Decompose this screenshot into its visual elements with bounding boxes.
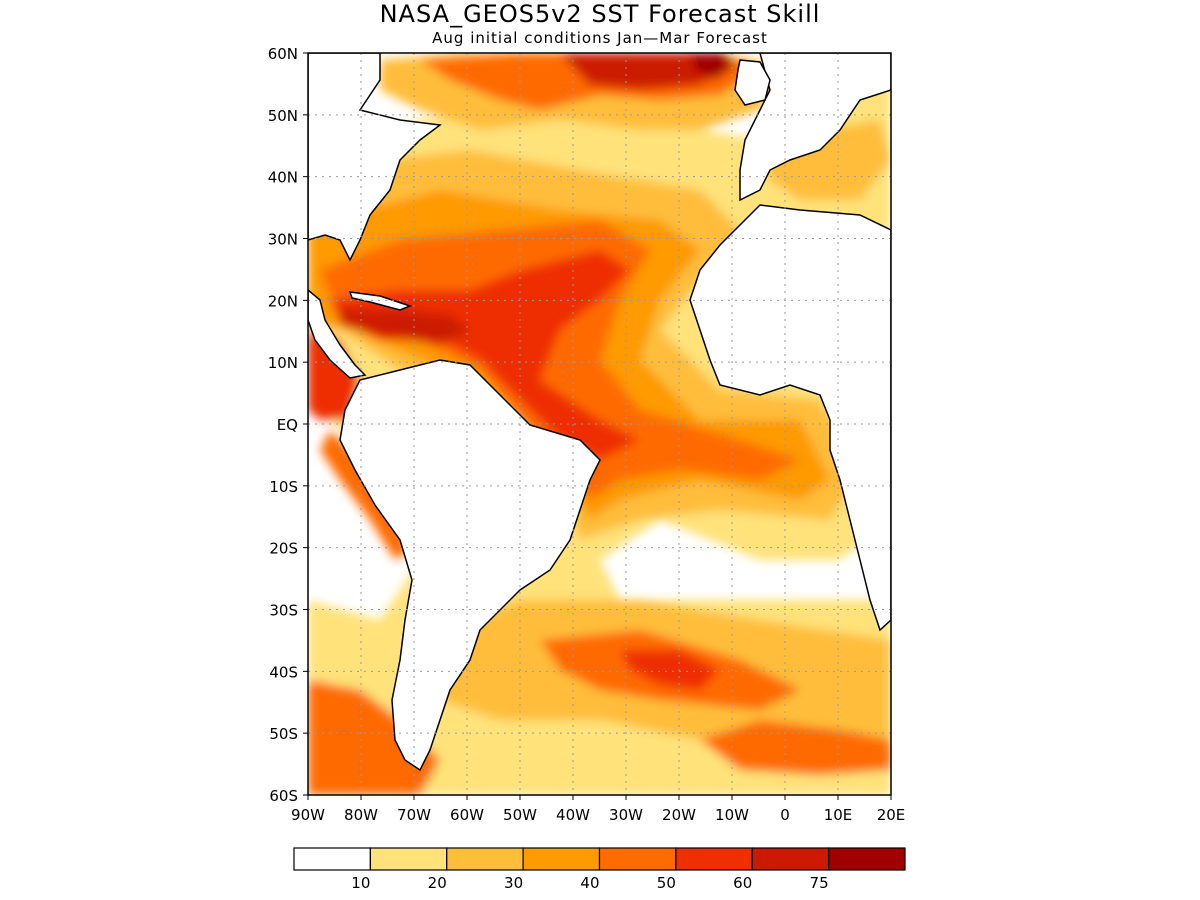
colorbar-label: 60 — [733, 874, 752, 892]
skill-region-pacific — [308, 330, 360, 420]
skill-region-north-60 — [560, 53, 730, 90]
lon-tick-label: 10W — [715, 806, 749, 824]
colorbar-label: 30 — [504, 874, 523, 892]
colorbar-label: 50 — [657, 874, 676, 892]
colorbar-swatch — [828, 847, 906, 871]
graticule — [308, 53, 891, 795]
africa-land — [689, 204, 891, 632]
latitude-labels: 60N 50N 40N 30N 20N 10N EQ 10S 20S 30S 40S 50S 60S — [268, 45, 308, 805]
lon-tick-label: 20E — [877, 806, 906, 824]
lon-tick-label: 30W — [609, 806, 643, 824]
skill-region-sw-40 — [308, 680, 440, 795]
colorbar: 10 20 30 40 50 60 75 — [293, 847, 906, 892]
skill-region-north-75 — [690, 53, 735, 80]
skill-region-50 — [330, 250, 640, 460]
cuba-land — [348, 291, 413, 311]
lat-tick-label: 30S — [269, 602, 298, 620]
lat-tick-label: 20N — [268, 292, 298, 310]
lat-tick-label: 50N — [268, 107, 298, 125]
lon-tick-label: 0 — [780, 806, 790, 824]
lat-tick-label: 40N — [268, 169, 298, 187]
north-america-land — [308, 53, 442, 262]
lat-tick-label: 60S — [269, 787, 298, 805]
colorbar-swatch — [522, 847, 601, 871]
central-america-land — [308, 289, 367, 379]
lon-tick-label: 50W — [503, 806, 537, 824]
coastlines — [308, 53, 891, 772]
south-america-land — [339, 359, 601, 772]
colorbar-swatch — [675, 847, 753, 871]
lon-tick-label: 10E — [824, 806, 853, 824]
lat-tick-label: 50S — [269, 725, 298, 743]
lon-tick-label: 20W — [662, 806, 696, 824]
lat-tick-label: 40S — [269, 663, 298, 681]
map-subtitle: Aug initial conditions Jan—Mar Forecast — [432, 29, 768, 47]
longitude-labels: 90W 80W 70W 60W 50W 40W 30W 20W 10W 0 10E 20E — [291, 795, 905, 824]
colorbar-swatch — [293, 847, 371, 871]
lat-tick-label: 10S — [269, 478, 298, 496]
map-title: NASA_GEOS5v2 SST Forecast Skill — [379, 0, 821, 28]
lat-tick-label: 60N — [268, 45, 298, 63]
britain-land — [734, 59, 771, 106]
colorbar-swatch — [751, 847, 830, 871]
lon-tick-label: 80W — [344, 806, 378, 824]
lon-tick-label: 70W — [397, 806, 431, 824]
colorbar-label: 40 — [580, 874, 599, 892]
lat-tick-label: 20S — [269, 540, 298, 558]
colorbar-label: 10 — [351, 874, 370, 892]
lon-tick-label: 60W — [450, 806, 484, 824]
skill-region-60 — [340, 310, 470, 345]
colorbar-swatch — [369, 847, 448, 871]
lat-tick-label: EQ — [277, 416, 298, 434]
skill-region-peru — [320, 430, 410, 560]
europe-land — [739, 53, 891, 202]
lat-tick-label: 30N — [268, 231, 298, 249]
colorbar-label: 20 — [428, 874, 447, 892]
lon-tick-label: 40W — [556, 806, 590, 824]
colorbar-swatch — [446, 847, 524, 871]
colorbar-label: 75 — [810, 874, 829, 892]
colorbar-swatch — [598, 847, 677, 871]
skill-region-se-40 — [700, 720, 891, 775]
lat-tick-label: 10N — [268, 354, 298, 372]
lon-tick-label: 90W — [291, 806, 325, 824]
skill-region-south-50 — [620, 650, 720, 690]
